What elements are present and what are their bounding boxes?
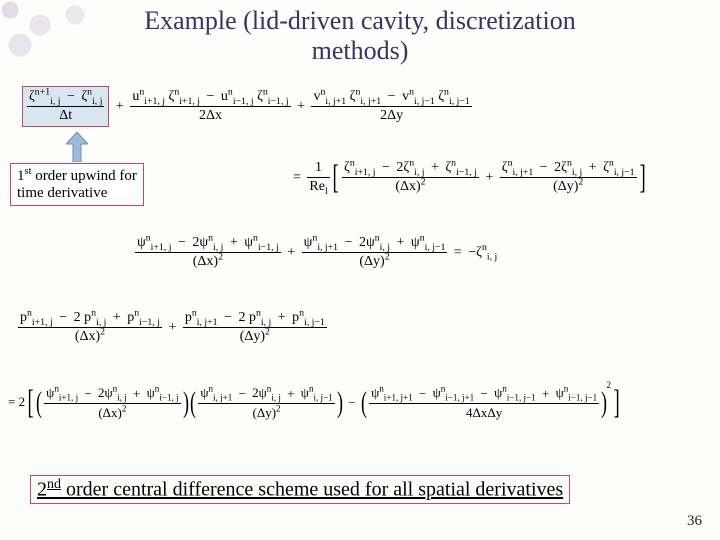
- title-line2: methods): [312, 36, 409, 65]
- note-time-derivative: 1st order upwind for time derivative: [10, 163, 144, 206]
- equation-1: ζn+1i, j − ζni, j Δt + uni+1, j ζni+1, j…: [22, 86, 472, 127]
- equation-5: = 2 [ ( ψni+1, j − 2ψni, j + ψni−1, j (Δ…: [8, 385, 620, 421]
- slide: Example (lid-driven cavity, discretizati…: [0, 0, 720, 540]
- slide-title: Example (lid-driven cavity, discretizati…: [0, 0, 720, 66]
- equation-3: ψni+1, j − 2ψni, j + ψni−1, j (Δx)2 + ψn…: [135, 235, 497, 270]
- equation-4: pni+1, j − 2 pni, j + pni−1, j (Δx)2 + p…: [18, 310, 327, 345]
- note-spatial-derivatives: 2nd order central difference scheme used…: [30, 475, 570, 504]
- page-number: 36: [687, 513, 702, 530]
- title-line1: Example (lid-driven cavity, discretizati…: [144, 6, 576, 35]
- time-term-box: ζn+1i, j − ζni, j Δt: [22, 86, 109, 127]
- arrow-icon: [66, 132, 88, 162]
- equation-2: = 1 Rel [ ζni+1, j − 2ζni, j + ζni−1, j …: [290, 160, 645, 195]
